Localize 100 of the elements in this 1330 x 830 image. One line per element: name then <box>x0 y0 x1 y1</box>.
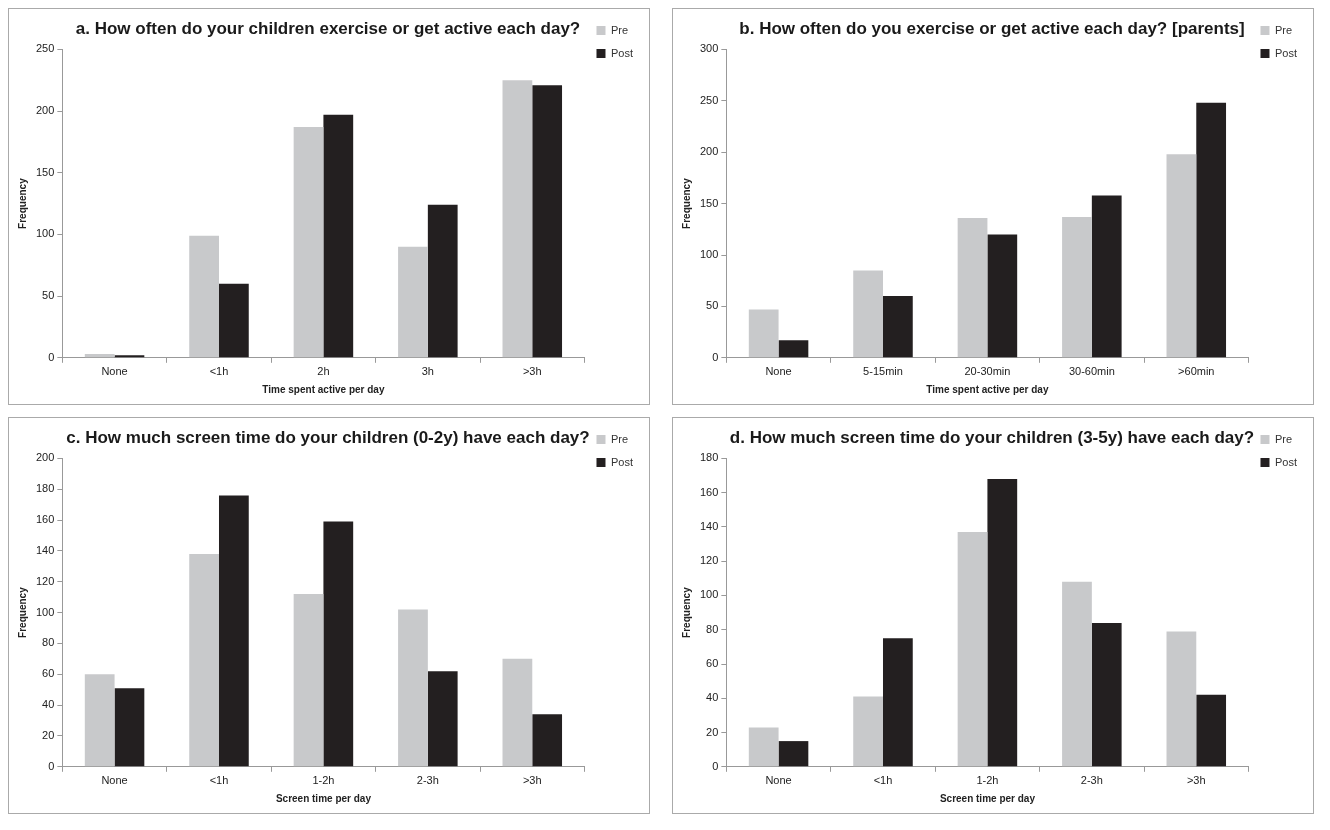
x-tick-label: 3h <box>421 365 434 378</box>
bar <box>853 270 883 358</box>
y-tick-label: 150 <box>35 165 55 178</box>
bar <box>532 85 563 358</box>
x-tick-label: <1h <box>873 774 893 787</box>
y-tick-label: 60 <box>42 667 55 680</box>
y-tick-label: 120 <box>699 554 719 567</box>
y-tick-label: 0 <box>48 350 55 363</box>
bar <box>748 727 779 767</box>
x-tick-label: <1h <box>209 365 229 378</box>
legend-label: Pre <box>610 23 629 36</box>
y-tick-label: 200 <box>699 145 719 158</box>
legend-label: Pre <box>1274 23 1293 36</box>
bar <box>778 340 809 358</box>
legend-label: Post <box>1274 455 1297 468</box>
x-tick-label: 2-3h <box>416 774 439 787</box>
y-tick-label: 80 <box>706 622 719 635</box>
bar <box>1062 216 1092 358</box>
bar <box>1091 195 1122 358</box>
legend-label: Post <box>610 46 633 59</box>
chart-title: a. How often do your children exercise or get active each day? <box>75 18 581 38</box>
x-tick-label: None <box>765 365 792 378</box>
bar <box>882 638 913 767</box>
y-tick-label: 20 <box>42 728 55 741</box>
bar <box>218 495 249 767</box>
x-tick-label: 5-15min <box>863 365 903 378</box>
bar <box>853 696 883 767</box>
y-tick-label: 120 <box>35 574 55 587</box>
legend-label: Post <box>610 455 633 468</box>
y-tick-label: 50 <box>706 299 719 312</box>
bar <box>957 217 988 358</box>
y-tick-label: 300 <box>699 42 719 55</box>
y-tick-label: 200 <box>35 104 55 117</box>
bar <box>189 554 219 767</box>
x-axis-title: Time spent active per day <box>926 383 1049 395</box>
y-tick-label: 100 <box>35 227 55 240</box>
bar <box>987 234 1018 358</box>
y-tick-label: 100 <box>699 588 719 601</box>
x-axis-title: Screen time per day <box>275 792 372 804</box>
bar <box>84 354 115 358</box>
bar <box>323 521 354 767</box>
legend-label: Post <box>1274 46 1297 59</box>
y-tick-label: 50 <box>42 289 55 302</box>
bar <box>1166 154 1197 358</box>
bar <box>398 246 428 358</box>
y-tick-label: 40 <box>706 691 719 704</box>
bar <box>427 671 458 767</box>
x-tick-label: >3h <box>522 365 542 378</box>
bar <box>1196 102 1227 358</box>
chart-title: c. How much screen time do your children (0-2y) have each day? <box>66 427 590 447</box>
y-tick-label: 60 <box>706 657 719 670</box>
bar <box>1196 694 1227 767</box>
x-tick-label: 30-60min <box>1068 365 1115 378</box>
x-axis-title: Screen time per day <box>939 792 1036 804</box>
x-tick-label: None <box>101 774 128 787</box>
bar <box>293 127 324 358</box>
bar <box>748 309 779 358</box>
bar <box>398 609 428 767</box>
x-tick-label: 1-2h <box>976 774 999 787</box>
x-tick-label: 1-2h <box>312 774 335 787</box>
bar <box>778 741 809 767</box>
x-tick-label: None <box>101 365 128 378</box>
legend-label: Pre <box>610 432 629 445</box>
y-tick-label: 140 <box>699 519 719 532</box>
y-tick-label: 80 <box>42 636 55 649</box>
bar <box>502 658 533 767</box>
y-axis-title: Frequency <box>16 586 28 638</box>
y-tick-label: 160 <box>35 513 55 526</box>
x-tick-label: 20-30min <box>964 365 1011 378</box>
x-tick-label: >3h <box>1186 774 1206 787</box>
y-tick-label: 180 <box>35 482 55 495</box>
bar <box>987 478 1018 767</box>
bar <box>502 80 533 358</box>
bar <box>189 235 219 358</box>
bar <box>218 283 249 358</box>
bar <box>1062 581 1092 767</box>
bar <box>323 114 354 358</box>
bar <box>427 204 458 358</box>
y-tick-label: 20 <box>706 725 719 738</box>
y-axis-title: Frequency <box>16 177 28 229</box>
y-tick-label: 0 <box>712 759 719 772</box>
x-tick-label: None <box>765 774 792 787</box>
bar <box>1166 631 1197 767</box>
x-tick-label: >3h <box>522 774 542 787</box>
x-tick-label: <1h <box>209 774 229 787</box>
chart-title: b. How often do you exercise or get active each day? [parents] <box>739 18 1245 38</box>
y-tick-label: 0 <box>712 350 719 363</box>
bar <box>532 714 563 767</box>
chart-title: d. How much screen time do your children (3-5y) have each day? <box>729 427 1255 447</box>
y-axis-title: Frequency <box>680 177 692 229</box>
y-tick-label: 180 <box>699 451 719 464</box>
y-tick-label: 40 <box>42 698 55 711</box>
bar <box>293 594 324 767</box>
y-axis-title: Frequency <box>680 586 692 638</box>
bar <box>84 674 115 767</box>
bar <box>957 532 988 767</box>
x-tick-label: >60min <box>1178 365 1215 378</box>
y-tick-label: 140 <box>35 543 55 556</box>
x-tick-label: 2h <box>317 365 330 378</box>
y-tick-label: 160 <box>699 485 719 498</box>
